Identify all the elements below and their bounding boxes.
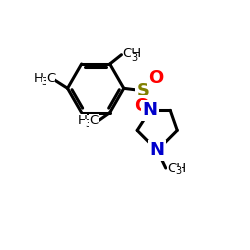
Text: 3: 3 bbox=[131, 53, 137, 63]
Text: 3: 3 bbox=[42, 77, 48, 87]
Text: N: N bbox=[143, 101, 158, 119]
Text: S: S bbox=[137, 82, 150, 100]
Text: CH: CH bbox=[123, 48, 142, 60]
Text: CH: CH bbox=[167, 162, 186, 174]
Text: H: H bbox=[34, 72, 44, 85]
Text: 3: 3 bbox=[85, 119, 91, 129]
Text: C: C bbox=[90, 114, 99, 126]
Text: C: C bbox=[46, 72, 55, 85]
Text: O: O bbox=[134, 97, 149, 115]
Text: O: O bbox=[148, 69, 164, 87]
Text: H: H bbox=[78, 114, 87, 126]
Text: 3: 3 bbox=[176, 166, 182, 176]
Text: N: N bbox=[150, 142, 165, 160]
